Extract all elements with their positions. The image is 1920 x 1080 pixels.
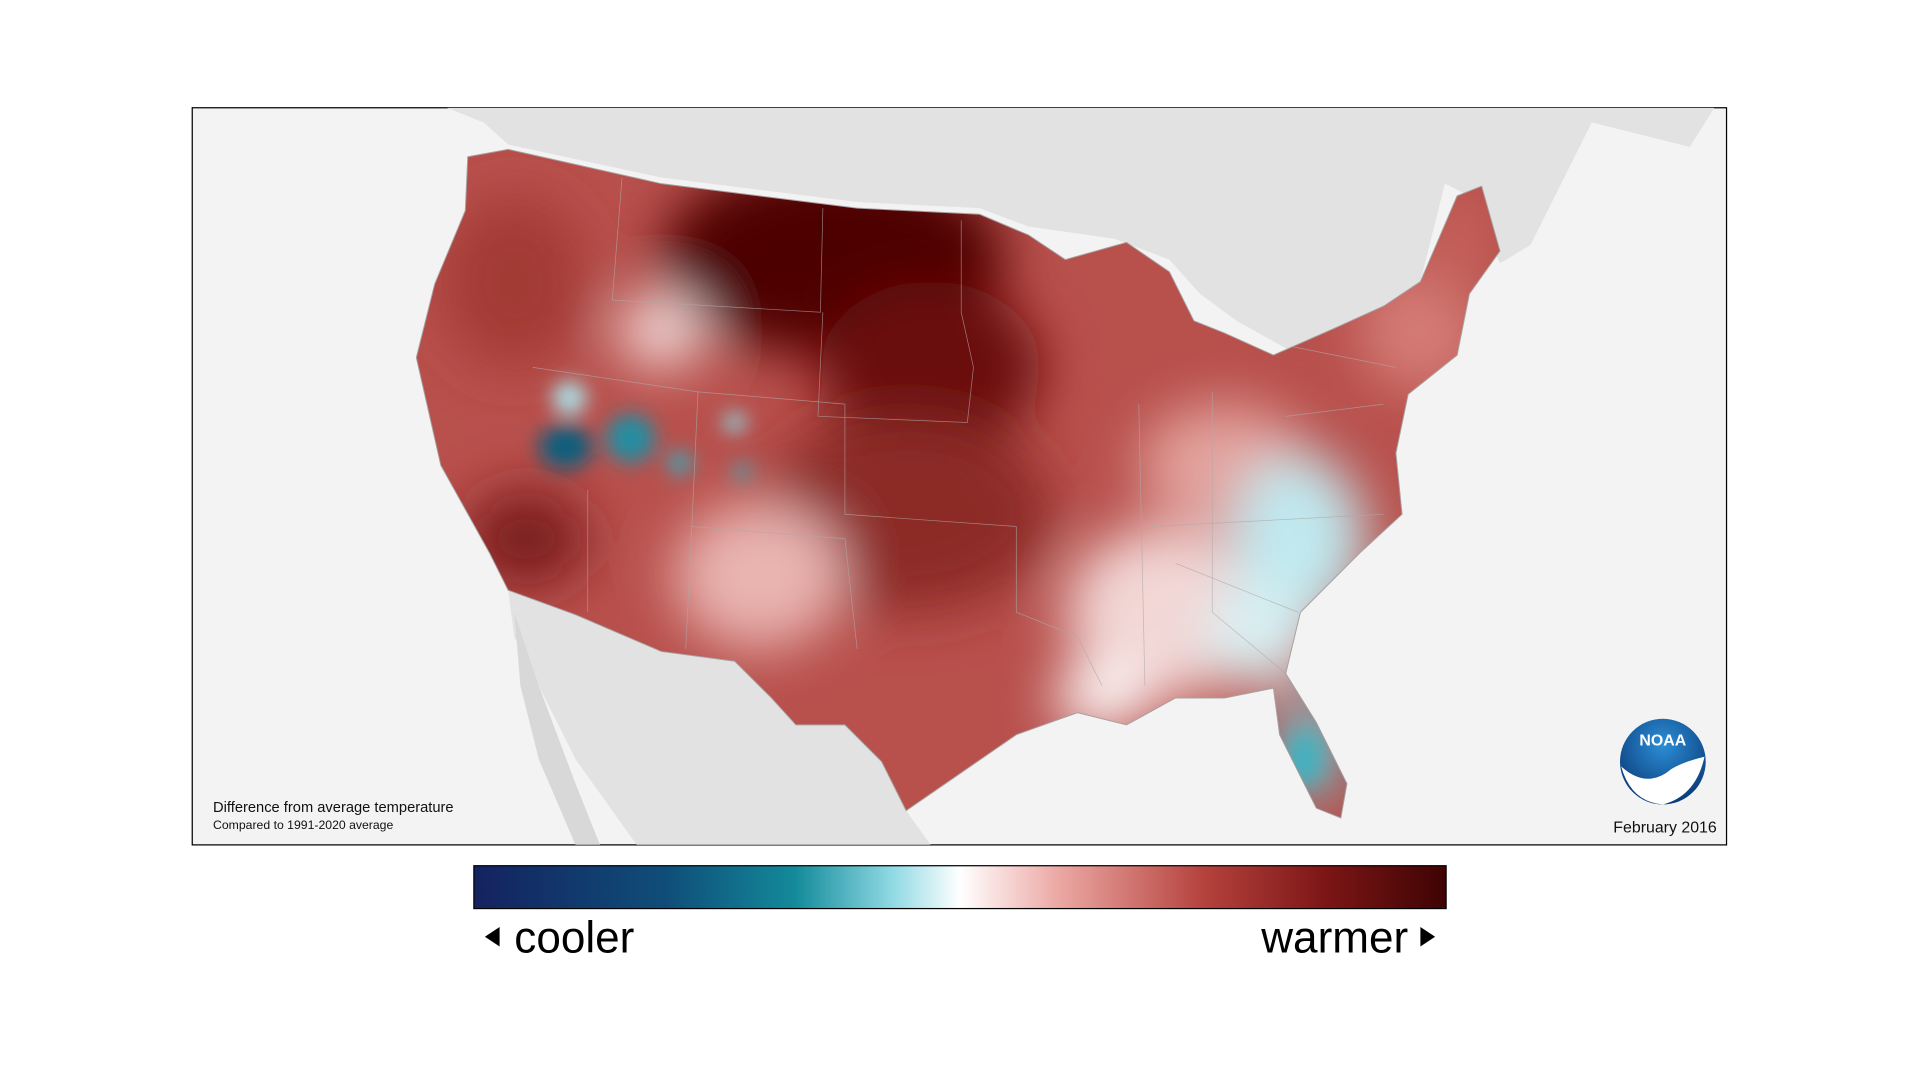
caption-subtitle: Compared to 1991-2020 average (213, 818, 393, 832)
basemap (446, 107, 1715, 845)
logo-text: NOAA (1639, 733, 1686, 750)
color-bar (473, 865, 1447, 910)
caption-title: Difference from average temperature (213, 800, 454, 816)
legend-high-label: warmer (1260, 914, 1408, 963)
cooler-arrow (484, 926, 500, 947)
mexico (508, 590, 931, 845)
baja (514, 612, 600, 845)
legend-low-label: cooler (514, 914, 634, 963)
canada (446, 107, 1715, 356)
noaa-logo: NOAA (1620, 718, 1706, 805)
warmer-arrow (1420, 926, 1436, 947)
date-label: February 2016 (1613, 820, 1717, 837)
